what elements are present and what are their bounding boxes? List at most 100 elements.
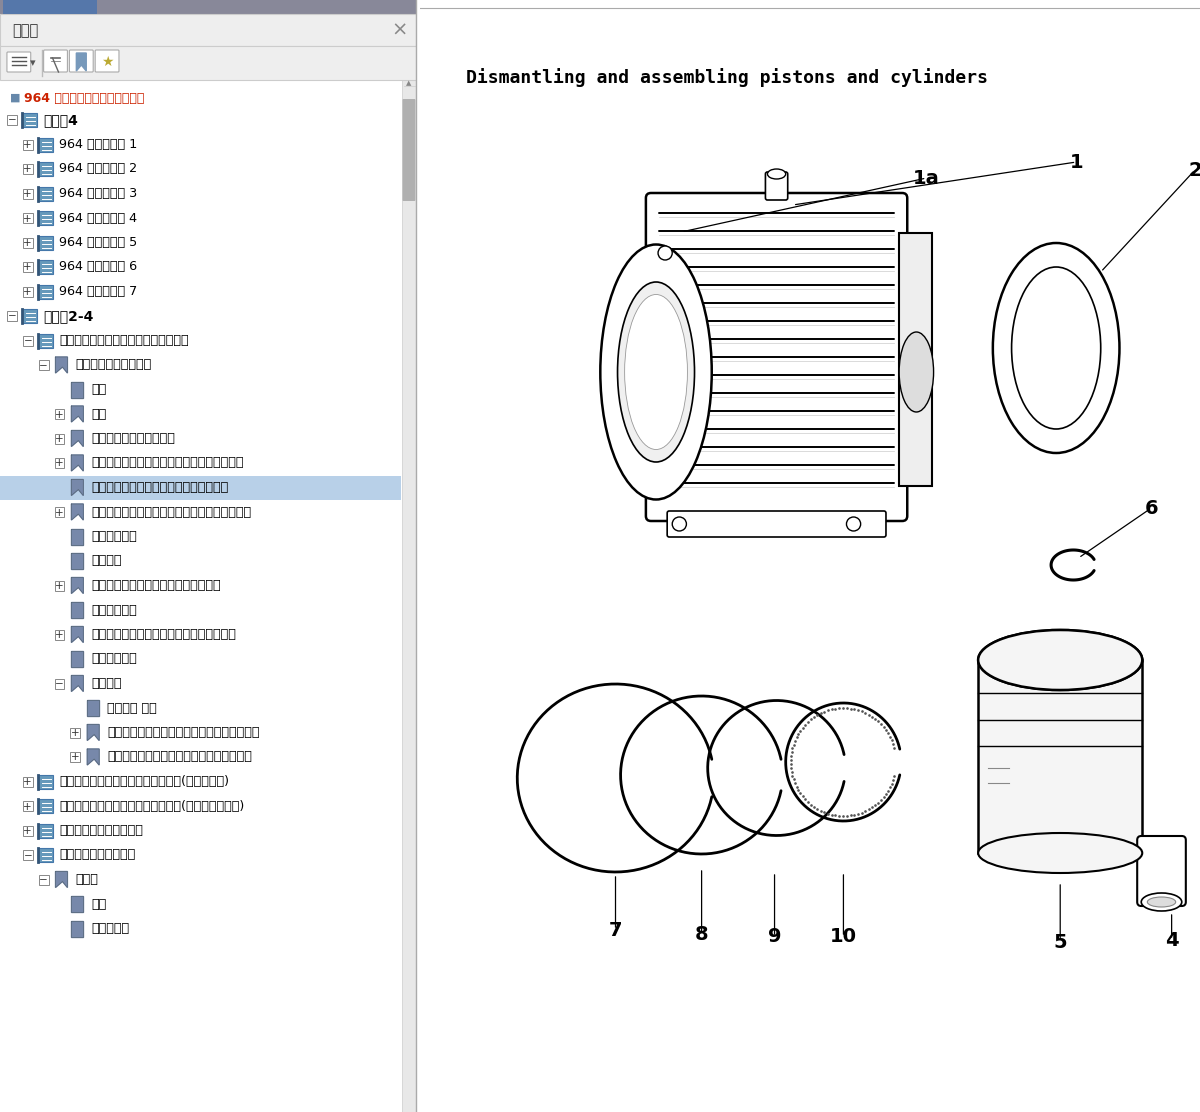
Text: エンジンメンテナンス: エンジンメンテナンス xyxy=(76,358,151,371)
FancyBboxPatch shape xyxy=(7,311,17,321)
FancyBboxPatch shape xyxy=(402,80,416,1112)
Text: 排気システム: 排気システム xyxy=(91,604,137,616)
FancyBboxPatch shape xyxy=(667,512,886,537)
Text: 964 ボリューム 3: 964 ボリューム 3 xyxy=(60,187,138,200)
FancyBboxPatch shape xyxy=(37,285,53,298)
Polygon shape xyxy=(71,675,83,692)
Ellipse shape xyxy=(1141,893,1182,911)
FancyBboxPatch shape xyxy=(71,752,80,762)
Text: 964 ボリューム 7: 964 ボリューム 7 xyxy=(60,285,138,298)
Polygon shape xyxy=(71,381,83,397)
Ellipse shape xyxy=(625,295,688,449)
Ellipse shape xyxy=(768,169,786,179)
Text: +: + xyxy=(55,580,64,590)
Polygon shape xyxy=(71,651,83,667)
Text: +: + xyxy=(24,214,32,224)
Polygon shape xyxy=(71,626,83,643)
Text: +: + xyxy=(71,728,79,738)
FancyBboxPatch shape xyxy=(766,172,787,200)
FancyBboxPatch shape xyxy=(23,801,32,811)
Text: 1: 1 xyxy=(1069,152,1084,171)
FancyBboxPatch shape xyxy=(71,727,80,737)
Text: エンジン、クランクケース、サスペンション: エンジン、クランクケース、サスペンション xyxy=(91,457,244,469)
Text: +: + xyxy=(55,507,64,517)
FancyBboxPatch shape xyxy=(22,309,37,322)
Text: ▾: ▾ xyxy=(30,58,36,68)
FancyBboxPatch shape xyxy=(23,776,32,786)
FancyBboxPatch shape xyxy=(95,50,119,72)
Text: 10: 10 xyxy=(830,927,857,946)
FancyBboxPatch shape xyxy=(37,848,53,862)
Text: +: + xyxy=(55,458,64,468)
Text: カレラ２ 目次: カレラ２ 目次 xyxy=(107,702,157,715)
FancyBboxPatch shape xyxy=(54,678,65,688)
Text: +: + xyxy=(24,262,32,272)
Text: 目次: 目次 xyxy=(91,897,107,911)
Polygon shape xyxy=(71,896,83,912)
Polygon shape xyxy=(71,455,83,471)
FancyBboxPatch shape xyxy=(23,287,32,297)
Text: −: − xyxy=(7,116,17,126)
Ellipse shape xyxy=(1147,897,1176,907)
FancyBboxPatch shape xyxy=(37,236,53,249)
Text: −: − xyxy=(23,336,32,346)
FancyBboxPatch shape xyxy=(37,774,53,788)
FancyBboxPatch shape xyxy=(54,629,65,639)
Polygon shape xyxy=(88,699,100,716)
Text: ★: ★ xyxy=(101,54,113,69)
FancyBboxPatch shape xyxy=(23,336,32,346)
FancyBboxPatch shape xyxy=(23,850,32,860)
FancyBboxPatch shape xyxy=(70,50,94,72)
Ellipse shape xyxy=(1012,267,1100,429)
FancyBboxPatch shape xyxy=(23,139,32,149)
FancyBboxPatch shape xyxy=(37,824,53,837)
Text: 964 ボリューム 5: 964 ボリューム 5 xyxy=(60,236,138,249)
Text: −: − xyxy=(23,851,32,861)
Text: +: + xyxy=(24,826,32,836)
FancyBboxPatch shape xyxy=(23,262,32,272)
Text: 点火システム: 点火システム xyxy=(91,653,137,665)
FancyBboxPatch shape xyxy=(37,211,53,225)
Text: スターター、電源、クルーズコントロール: スターター、電源、クルーズコントロール xyxy=(91,628,236,641)
Text: ■: ■ xyxy=(10,93,20,103)
Polygon shape xyxy=(71,577,83,594)
Ellipse shape xyxy=(992,244,1120,453)
Text: エンジン潤滑: エンジン潤滑 xyxy=(91,530,137,543)
Text: ボディ一般: ボディ一般 xyxy=(91,922,130,935)
Text: ボリューム１　エンジンメンテナンス: ボリューム１ エンジンメンテナンス xyxy=(60,334,190,347)
Text: −: − xyxy=(40,875,48,885)
Polygon shape xyxy=(55,872,67,887)
Text: 2: 2 xyxy=(1188,160,1200,179)
Polygon shape xyxy=(55,357,67,373)
Text: +: + xyxy=(55,434,64,444)
Text: スターター、電源、クルーズコントロール: スターター、電源、クルーズコントロール xyxy=(107,751,252,764)
Polygon shape xyxy=(71,430,83,447)
Circle shape xyxy=(846,517,860,532)
Text: メンテナンスと自己診断: メンテナンスと自己診断 xyxy=(91,431,175,445)
Polygon shape xyxy=(71,602,83,618)
Ellipse shape xyxy=(899,332,934,413)
Text: +: + xyxy=(24,777,32,787)
FancyBboxPatch shape xyxy=(978,661,1142,855)
Text: カレラ4: カレラ4 xyxy=(43,113,78,127)
Text: +: + xyxy=(24,238,32,248)
FancyBboxPatch shape xyxy=(37,162,53,176)
FancyBboxPatch shape xyxy=(402,99,415,201)
Text: 4: 4 xyxy=(1165,931,1178,950)
FancyBboxPatch shape xyxy=(37,334,53,347)
FancyBboxPatch shape xyxy=(7,115,17,125)
Text: +: + xyxy=(24,140,32,150)
Ellipse shape xyxy=(978,631,1142,691)
FancyBboxPatch shape xyxy=(2,0,97,14)
FancyBboxPatch shape xyxy=(23,238,32,248)
FancyBboxPatch shape xyxy=(0,0,416,14)
Polygon shape xyxy=(88,749,100,765)
FancyBboxPatch shape xyxy=(899,234,931,486)
FancyBboxPatch shape xyxy=(54,580,65,590)
FancyBboxPatch shape xyxy=(23,189,32,199)
FancyBboxPatch shape xyxy=(23,214,32,224)
Text: Dismantling and assembling pistons and cylinders: Dismantling and assembling pistons and c… xyxy=(466,68,988,87)
Text: 目次: 目次 xyxy=(91,383,107,396)
Text: 7: 7 xyxy=(608,921,623,940)
Polygon shape xyxy=(71,921,83,936)
